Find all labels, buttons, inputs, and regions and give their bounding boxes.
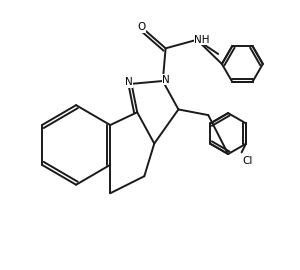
Text: NH: NH bbox=[194, 35, 210, 45]
Text: N: N bbox=[125, 77, 133, 87]
Text: N: N bbox=[162, 75, 170, 85]
Text: O: O bbox=[137, 22, 146, 32]
Text: Cl: Cl bbox=[242, 156, 253, 166]
